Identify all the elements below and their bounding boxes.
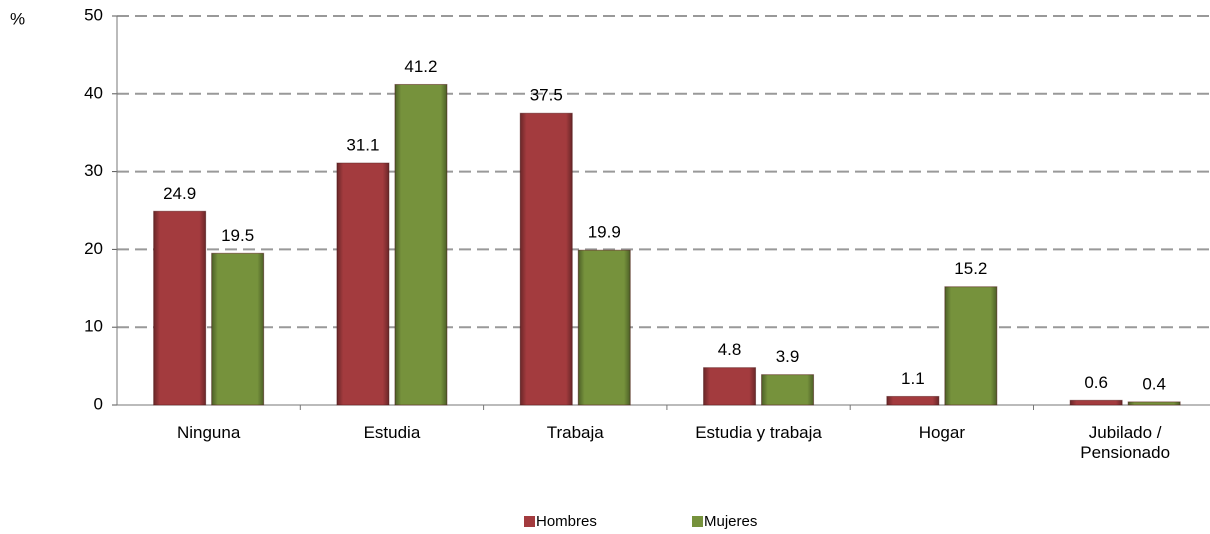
bar-shade — [336, 163, 389, 405]
bar-shade — [1128, 401, 1181, 405]
y-tick-label: 50 — [84, 5, 103, 24]
y-tick-label: 10 — [84, 317, 103, 336]
y-axis-label: % — [10, 9, 25, 28]
y-tick-label: 30 — [84, 161, 103, 180]
x-tick-label: Trabaja — [546, 423, 604, 442]
value-label: 41.2 — [404, 57, 437, 76]
y-tick-label: 20 — [84, 239, 103, 258]
value-label: 19.5 — [221, 226, 254, 245]
bar-shade — [703, 367, 756, 405]
bar-shade — [394, 84, 447, 406]
bar-shade — [153, 211, 206, 405]
y-tick-label: 0 — [94, 394, 103, 413]
y-tick-label: 40 — [84, 83, 103, 102]
value-label: 19.9 — [588, 223, 621, 242]
value-label: 3.9 — [776, 347, 800, 366]
legend-swatch — [692, 516, 703, 527]
bar-shade — [578, 250, 631, 405]
bar-shade — [886, 396, 939, 405]
bar-shade — [520, 113, 573, 405]
value-label: 0.4 — [1142, 374, 1166, 393]
legend-label: Mujeres — [704, 513, 757, 530]
bar-shade — [761, 374, 814, 405]
value-label: 31.1 — [346, 136, 379, 155]
x-tick-label: Ninguna — [176, 423, 241, 442]
bar-shade — [944, 286, 997, 405]
value-label: 1.1 — [901, 369, 925, 388]
x-tick-label: Hogar — [918, 423, 965, 442]
value-label: 24.9 — [163, 184, 196, 203]
bar-shade — [211, 253, 264, 405]
x-tick-label: Estudia y trabaja — [695, 423, 822, 442]
legend-swatch — [524, 516, 535, 527]
value-label: 15.2 — [954, 259, 987, 278]
value-label: 0.6 — [1084, 373, 1108, 392]
x-tick-label: Estudia — [363, 423, 421, 442]
x-tick-label: Jubilado / Pensionado — [1080, 423, 1171, 462]
legend-label: Hombres — [536, 513, 597, 530]
value-label: 4.8 — [718, 340, 742, 359]
bar-shade — [1070, 400, 1123, 405]
value-label: 37.5 — [530, 86, 563, 105]
